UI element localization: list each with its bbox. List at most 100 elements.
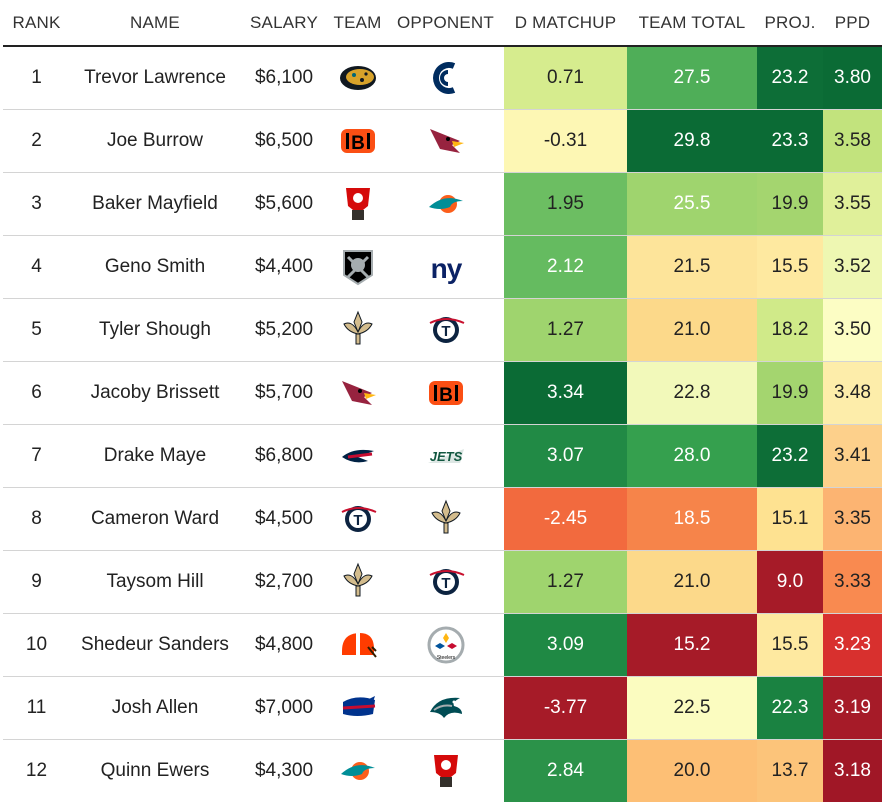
table-row: 3 Baker Mayfield $5,600 1.95 25.5 19.9 3… <box>3 172 882 236</box>
jets-logo-icon: JETS <box>424 441 468 471</box>
svg-text:T: T <box>441 323 450 340</box>
colts-logo-icon <box>426 58 466 98</box>
ppd-cell: 3.50 <box>823 298 882 362</box>
header-team-total[interactable]: TEAM TOTAL <box>627 0 757 47</box>
proj-cell: 13.7 <box>757 739 823 802</box>
team-total-cell: 20.0 <box>627 739 757 802</box>
table-row: 5 Tyler Shough $5,200 T 1.27 21.0 18.2 3… <box>3 298 882 362</box>
d-matchup-cell: 1.95 <box>504 172 627 236</box>
salary-cell: $4,400 <box>240 235 328 299</box>
header-rank[interactable]: RANK <box>3 0 70 47</box>
ppd-cell: 3.55 <box>823 172 882 236</box>
ppd-cell: 3.23 <box>823 613 882 677</box>
giants-logo-icon: ny <box>425 250 467 284</box>
bengals-logo-icon: B <box>338 124 378 158</box>
jaguars-logo-icon <box>338 61 378 95</box>
team-total-cell: 28.0 <box>627 424 757 488</box>
team-total-cell: 27.5 <box>627 46 757 110</box>
salary-cell: $4,500 <box>240 487 328 551</box>
rank-cell: 1 <box>3 46 70 110</box>
cardinals-logo-icon <box>426 123 466 159</box>
salary-cell: $6,500 <box>240 109 328 173</box>
titans-logo-icon: T <box>338 502 378 536</box>
svg-text:T: T <box>441 575 450 592</box>
saints-logo-icon <box>340 310 376 350</box>
table-row: 2 Joe Burrow $6,500 B -0.31 29.8 23.3 3.… <box>3 109 882 173</box>
player-name: Cameron Ward <box>70 487 240 551</box>
raiders-logo-icon <box>338 247 378 287</box>
rank-cell: 2 <box>3 109 70 173</box>
svg-text:ny: ny <box>430 253 462 284</box>
dolphins-logo-icon <box>338 754 378 788</box>
salary-cell: $2,700 <box>240 550 328 614</box>
team-total-cell: 21.0 <box>627 550 757 614</box>
qb-rankings-table: RANK NAME SALARY TEAM OPPONENT D MATCHUP… <box>3 0 882 802</box>
player-name: Josh Allen <box>70 676 240 740</box>
ppd-cell: 3.19 <box>823 676 882 740</box>
player-name: Jacoby Brissett <box>70 361 240 425</box>
rank-cell: 4 <box>3 235 70 299</box>
table-row: 7 Drake Maye $6,800 JETS 3.07 28.0 23.2 … <box>3 424 882 488</box>
header-salary[interactable]: SALARY <box>240 0 328 47</box>
team-total-cell: 22.5 <box>627 676 757 740</box>
player-name: Taysom Hill <box>70 550 240 614</box>
svg-text:B: B <box>439 385 453 406</box>
d-matchup-cell: -2.45 <box>504 487 627 551</box>
team-total-cell: 21.0 <box>627 298 757 362</box>
salary-cell: $4,800 <box>240 613 328 677</box>
header-name[interactable]: NAME <box>70 0 240 47</box>
svg-text:JETS: JETS <box>429 449 462 464</box>
rank-cell: 12 <box>25 760 48 781</box>
header-proj[interactable]: PROJ. <box>757 0 823 47</box>
proj-cell: 23.2 <box>757 46 823 110</box>
rank-cell: 5 <box>3 298 70 362</box>
d-matchup-cell: -3.77 <box>504 676 627 740</box>
d-matchup-cell: 2.12 <box>504 235 627 299</box>
table-row: 8 Cameron Ward $4,500 T -2.45 18.5 15.1 … <box>3 487 882 551</box>
d-matchup-cell: 0.71 <box>504 46 627 110</box>
header-ppd[interactable]: PPD <box>823 0 882 47</box>
d-matchup-cell: 3.09 <box>504 613 627 677</box>
salary-cell: $5,700 <box>240 361 328 425</box>
steelers-logo-icon: Steelers <box>426 625 466 665</box>
d-matchup-cell: 1.27 <box>504 550 627 614</box>
d-matchup-cell: 3.07 <box>504 424 627 488</box>
header-d-matchup[interactable]: D MATCHUP <box>504 0 627 47</box>
saints-logo-icon <box>428 499 464 539</box>
salary-cell: $7,000 <box>240 676 328 740</box>
eagles-logo-icon <box>426 692 466 724</box>
table-row: 9 Taysom Hill $2,700 T 1.27 21.0 9.0 3.3… <box>3 550 882 614</box>
ppd-cell: 3.41 <box>823 424 882 488</box>
rank-cell: 11 <box>3 676 70 740</box>
team-total-cell: 29.8 <box>627 109 757 173</box>
proj-cell: 15.5 <box>757 235 823 299</box>
rank-cell: 6 <box>3 361 70 425</box>
d-matchup-cell: 1.27 <box>504 298 627 362</box>
d-matchup-cell: 2.84 <box>504 739 627 802</box>
ppd-cell: 3.33 <box>823 550 882 614</box>
salary-cell: $6,800 <box>240 424 328 488</box>
buccaneers-logo-icon <box>338 184 378 224</box>
proj-cell: 22.3 <box>757 676 823 740</box>
titans-logo-icon: T <box>426 313 466 347</box>
buccaneers-logo-icon <box>426 751 466 791</box>
table-row: 10 Shedeur Sanders $4,800 Steelers 3.09 … <box>3 613 882 677</box>
table-row: 4 Geno Smith $4,400 ny 2.12 21.5 15.5 3.… <box>3 235 882 299</box>
team-total-cell: 21.5 <box>627 235 757 299</box>
saints-logo-icon <box>340 562 376 602</box>
salary-cell: $6,100 <box>240 46 328 110</box>
patriots-logo-icon <box>338 441 378 471</box>
rank-cell: 9 <box>3 550 70 614</box>
header-opponent[interactable]: OPPONENT <box>387 0 504 47</box>
ppd-cell: 3.35 <box>823 487 882 551</box>
ppd-cell: 3.52 <box>823 235 882 299</box>
dolphins-logo-icon <box>426 187 466 221</box>
rank-cell: 3 <box>3 172 70 236</box>
header-team[interactable]: TEAM <box>328 0 387 47</box>
ppd-cell: 3.80 <box>823 46 882 110</box>
team-total-cell: 15.2 <box>627 613 757 677</box>
table-row: 6 Jacoby Brissett $5,700 B 3.34 22.8 19.… <box>3 361 882 425</box>
table-row: 12 Quinn Ewers $4,300 2.84 20.0 13.7 3.1… <box>3 739 882 802</box>
team-total-cell: 22.8 <box>627 361 757 425</box>
svg-text:T: T <box>353 512 362 529</box>
